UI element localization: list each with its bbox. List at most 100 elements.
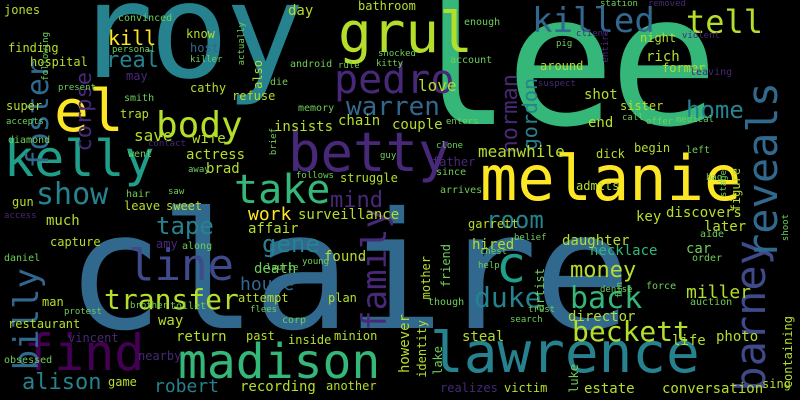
word-saw: saw: [168, 187, 185, 197]
word-melanie: melanie: [480, 142, 742, 215]
word-kelly: kelly: [4, 130, 155, 188]
word-station: station: [600, 0, 638, 9]
word-bathroom: bathroom: [358, 0, 416, 13]
word-couple: couple: [392, 117, 443, 133]
word-insists: insists: [274, 119, 334, 135]
word-actress: actress: [186, 147, 246, 163]
word-aide: aide: [700, 229, 725, 240]
word-home: home: [686, 96, 744, 124]
word-kill: kill: [108, 26, 157, 50]
word-inside: inside: [288, 333, 332, 347]
word-help: help: [478, 261, 500, 271]
word-estate: estate: [584, 381, 635, 397]
word-pig: pig: [556, 39, 573, 49]
word-money: money: [570, 258, 637, 283]
word-chain: chain: [338, 113, 381, 129]
word-laurie: laurie: [266, 263, 299, 273]
word-surveillance: surveillance: [298, 207, 400, 223]
word-night: night: [640, 31, 677, 45]
word-along: along: [182, 241, 213, 252]
word-miller: miller: [686, 282, 752, 303]
word-accepts: accepts: [6, 117, 44, 127]
word-much: much: [46, 213, 80, 229]
word-know: know: [186, 27, 215, 41]
word-return: return: [176, 329, 227, 345]
word-photo: photo: [716, 329, 759, 345]
word-luke: luke: [567, 364, 581, 393]
word-though: though: [428, 297, 465, 308]
word-bag: bag: [706, 173, 723, 183]
word-duke: duke: [474, 281, 542, 314]
word-hair: hair: [126, 189, 151, 200]
word-went: went: [128, 149, 153, 160]
word-killer: killer: [190, 55, 223, 65]
word-gun: gun: [12, 195, 34, 209]
word-contact: contact: [148, 139, 186, 149]
word-trap: trap: [120, 107, 149, 121]
word-flees: flees: [250, 305, 278, 315]
word-vincent: vincent: [68, 331, 119, 345]
word-way: way: [158, 313, 184, 329]
word-minion: minion: [334, 329, 378, 343]
word-clone: clone: [436, 141, 464, 151]
word-attempt: attempt: [238, 291, 289, 305]
word-identity: identity: [415, 320, 429, 378]
word-plan: plan: [328, 291, 357, 305]
word-obsessed: obsessed: [4, 355, 53, 366]
word-amy: amy: [156, 237, 178, 251]
word-c: c: [496, 236, 527, 294]
word-hired: hired: [472, 237, 515, 253]
word-leaving: leaving: [690, 67, 733, 78]
word-diamond: diamond: [8, 135, 51, 146]
word-friend: friend: [439, 244, 453, 288]
word-fun: fun: [615, 282, 625, 299]
word-brad: brad: [206, 161, 240, 177]
word-later: later: [704, 219, 747, 235]
word-real: real: [106, 48, 159, 73]
word-access: access: [4, 211, 37, 221]
word-however: however: [397, 314, 413, 374]
word-denise: denise: [600, 285, 633, 295]
word-finding: finding: [8, 41, 59, 55]
word-order: order: [692, 253, 723, 264]
word-work: work: [248, 204, 292, 225]
word-daniel: daniel: [4, 253, 41, 264]
word-grul: grul: [338, 1, 473, 66]
word-gordon: gordon: [518, 78, 542, 151]
word-recording: recording: [240, 379, 316, 395]
word-roy: roy: [74, 0, 304, 109]
word-save: save: [134, 126, 173, 145]
word-victim: victim: [504, 381, 548, 395]
word-enough: enough: [464, 17, 501, 28]
word-shoot: shoot: [781, 214, 791, 242]
word-entire: entire: [601, 30, 611, 63]
word-violent: violent: [682, 31, 720, 41]
word-brother: brother: [130, 301, 168, 311]
word-struggle: struggle: [340, 171, 398, 185]
word-call: call: [622, 113, 644, 123]
word-capture: capture: [50, 235, 101, 249]
word-line: line: [128, 240, 234, 291]
word-steal: steal: [462, 329, 505, 345]
word-sing: sing: [762, 377, 791, 391]
word-medical: medical: [676, 115, 714, 125]
word-man: man: [42, 295, 64, 309]
word-smith: smith: [124, 93, 155, 104]
word-leave: leave: [124, 199, 161, 213]
word-love: love: [418, 76, 457, 95]
word-beckett: beckett: [572, 315, 691, 348]
word-follows: follows: [296, 171, 334, 181]
word-die: die: [270, 77, 289, 88]
word-garrett: garrett: [468, 217, 519, 231]
word-wife: wife: [192, 131, 226, 147]
word-super: super: [6, 99, 43, 113]
word-sister: sister: [620, 99, 664, 113]
word-jones: jones: [4, 3, 41, 17]
word-protest: protest: [64, 307, 102, 317]
word-begin: begin: [634, 141, 671, 155]
word-shocked: shocked: [378, 49, 416, 59]
word-tell: tell: [686, 3, 764, 41]
word-claire: claire: [66, 179, 631, 367]
word-another: another: [326, 379, 377, 393]
